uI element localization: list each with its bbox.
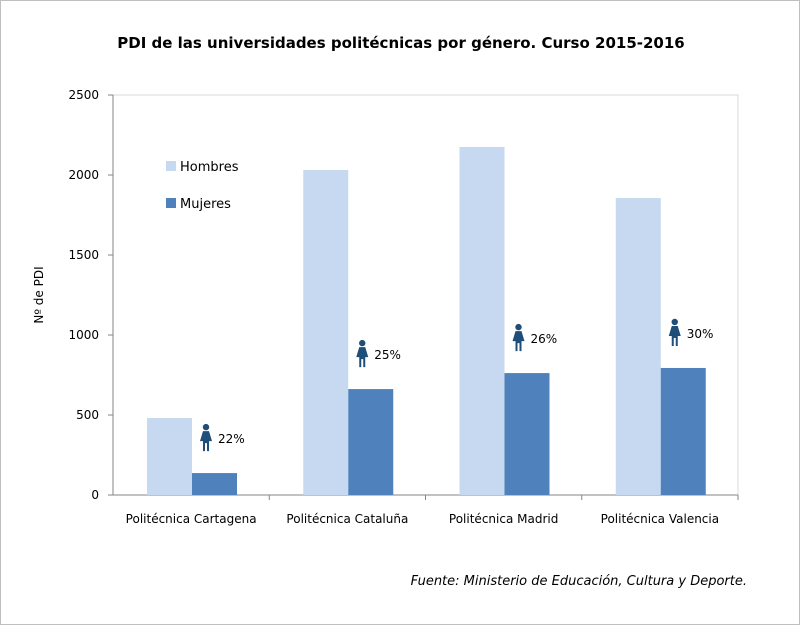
woman-icon: [668, 325, 681, 346]
legend-label: Mujeres: [180, 197, 231, 212]
y-tick-label: 2000: [68, 168, 99, 182]
woman-icon-head: [671, 318, 678, 326]
bar-hombres: [303, 170, 349, 496]
woman-icon: [356, 347, 369, 368]
bar-mujeres: [660, 367, 706, 495]
y-tick-label: 2500: [68, 88, 99, 102]
y-tick-label: 0: [91, 488, 99, 502]
x-tick-label: Politécnica Madrid: [449, 512, 558, 526]
source-note: Fuente: Ministerio de Educación, Cultura…: [410, 574, 747, 589]
bar-hombres: [615, 198, 661, 496]
woman-icon-head: [359, 339, 366, 347]
bar-chart: 0 500 1000 1500 2000 2500 Nº de PDI Politécnica…: [32, 88, 739, 526]
y-tick-label: 500: [76, 408, 99, 422]
legend-swatch-hombres: [166, 161, 176, 171]
y-axis-label: Nº de PDI: [32, 266, 46, 323]
chart-title: PDI de las universidades politécnicas po…: [117, 34, 685, 52]
y-tick-label: 1000: [68, 328, 99, 342]
percentage-label: 26%: [531, 332, 558, 346]
bar-hombres: [147, 418, 192, 495]
x-tick-label: Politécnica Valencia: [601, 512, 719, 526]
percentage-label: 30%: [687, 327, 714, 341]
woman-icon-head: [515, 323, 522, 331]
y-tick-label: 1500: [68, 248, 99, 262]
percentage-label: 22%: [218, 432, 245, 446]
legend-label: Hombres: [180, 160, 239, 175]
x-tick-label: Politécnica Cartagena: [126, 512, 257, 526]
x-tick-label: Politécnica Cataluña: [286, 512, 408, 526]
bar-mujeres: [504, 373, 550, 495]
legend-swatch-mujeres: [166, 198, 176, 208]
bar-mujeres: [348, 389, 394, 495]
woman-icon-head: [202, 423, 210, 431]
percentage-label: 25%: [374, 348, 401, 362]
woman-icon: [512, 331, 525, 352]
woman-icon: [200, 431, 212, 452]
bar-mujeres: [192, 473, 237, 495]
bar-hombres: [459, 147, 505, 495]
